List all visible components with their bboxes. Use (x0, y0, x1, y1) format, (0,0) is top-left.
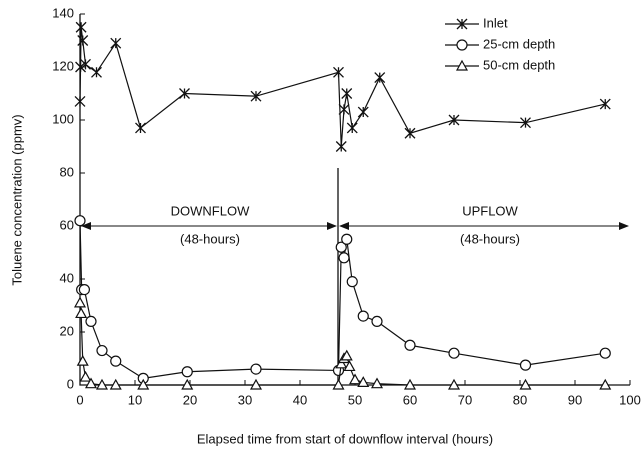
x-tick-label: 40 (293, 392, 307, 407)
marker (249, 378, 263, 390)
marker (520, 117, 531, 129)
marker (78, 284, 91, 296)
marker (250, 363, 262, 375)
marker (74, 95, 86, 107)
y-tick-label: 80 (60, 164, 74, 179)
y-tick-label: 140 (52, 5, 74, 20)
marker (91, 66, 102, 78)
marker (455, 59, 469, 71)
marker (374, 72, 386, 84)
marker (75, 21, 87, 33)
marker (341, 233, 353, 245)
marker (343, 360, 356, 372)
marker (135, 122, 146, 134)
marker (332, 378, 345, 390)
legend-label: 50-cm depth (483, 57, 555, 72)
y-tick-label: 20 (60, 323, 74, 338)
y-tick-label: 120 (52, 58, 74, 73)
x-tick-label: 80 (513, 392, 527, 407)
x-tick-label: 0 (76, 392, 83, 407)
marker (335, 241, 347, 253)
marker (75, 61, 87, 73)
marker (74, 215, 86, 227)
x-tick-label: 30 (238, 392, 252, 407)
annotation: DOWNFLOW (171, 203, 250, 218)
marker (403, 378, 417, 390)
marker (340, 349, 353, 361)
legend-label: 25-cm depth (483, 36, 555, 51)
marker (96, 344, 108, 357)
marker (179, 88, 190, 99)
x-tick-label: 60 (403, 392, 417, 407)
marker (73, 296, 87, 308)
marker (80, 58, 91, 70)
marker (335, 357, 348, 369)
marker (346, 122, 358, 134)
x-tick-label: 10 (128, 392, 142, 407)
y-axis-label: Toluene concentration (ppmv) (9, 114, 24, 285)
marker (404, 127, 416, 139)
marker (250, 90, 262, 102)
marker (76, 354, 89, 366)
marker (370, 377, 384, 389)
marker (346, 276, 358, 288)
marker (341, 88, 353, 99)
marker (404, 339, 416, 351)
marker (357, 310, 369, 322)
marker (95, 378, 109, 390)
y-tick-label: 40 (60, 270, 74, 285)
marker (335, 141, 347, 152)
x-tick-label: 90 (568, 392, 582, 407)
x-tick-label: 20 (183, 392, 197, 407)
marker (599, 347, 611, 359)
marker (371, 315, 383, 327)
marker (110, 37, 122, 49)
marker (456, 18, 468, 30)
x-tick-label: 50 (348, 392, 362, 407)
marker (137, 378, 150, 390)
x-axis-label: Elapsed time from start of downflow inte… (197, 431, 493, 446)
marker (75, 307, 88, 319)
marker (338, 252, 350, 264)
marker (519, 359, 532, 371)
marker (599, 98, 611, 110)
marker (79, 370, 92, 382)
marker (109, 378, 122, 390)
marker (181, 378, 194, 390)
annotation: (48-hours) (180, 231, 240, 246)
marker (357, 106, 369, 118)
y-tick-label: 0 (67, 376, 74, 391)
y-tick-label: 60 (60, 217, 74, 232)
marker (357, 376, 370, 387)
marker (333, 66, 344, 78)
marker (447, 378, 461, 390)
x-tick-label: 100 (619, 392, 641, 407)
annotation: (48-hours) (460, 231, 520, 246)
marker (448, 114, 460, 126)
marker (181, 366, 193, 378)
marker (348, 373, 362, 385)
marker (599, 378, 612, 390)
y-tick-label: 100 (52, 111, 74, 126)
marker (110, 355, 122, 367)
marker (448, 347, 460, 359)
marker (77, 35, 89, 46)
marker (338, 103, 350, 115)
x-tick-label: 70 (458, 392, 472, 407)
marker (85, 315, 97, 327)
legend-label: Inlet (483, 15, 508, 30)
marker (84, 377, 98, 389)
annotation: UPFLOW (462, 203, 518, 218)
marker (519, 378, 532, 390)
marker (456, 39, 468, 51)
